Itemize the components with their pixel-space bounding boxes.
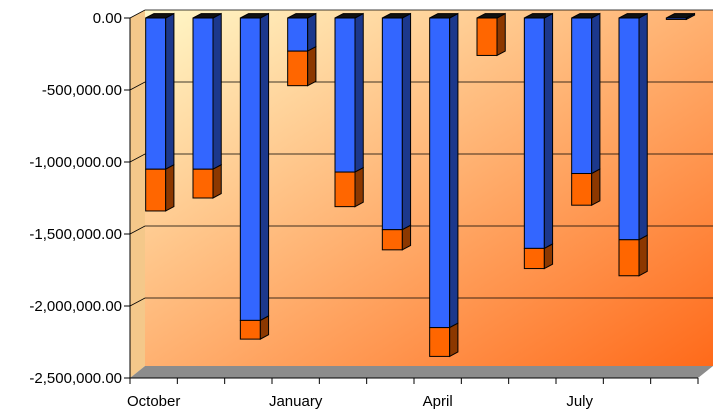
x-tick-label: October xyxy=(127,393,180,410)
bar-series-2-front xyxy=(381,229,403,251)
bar-series-1-side xyxy=(401,12,412,231)
bar-series-1-front xyxy=(618,17,640,241)
bar-series-1-side xyxy=(212,12,222,171)
bar-series-2 xyxy=(239,315,270,340)
bar-series-1 xyxy=(429,12,459,329)
bar-top-cap xyxy=(571,13,601,19)
bar-series-2-front xyxy=(618,239,640,277)
bar-series-1 xyxy=(192,12,222,171)
bar-series-2 xyxy=(429,322,459,358)
bar-top-cap xyxy=(524,13,553,19)
bar-series-1-front xyxy=(381,17,403,231)
bar-series-1 xyxy=(523,12,554,250)
bar-series-1-side xyxy=(259,12,270,322)
gridline xyxy=(129,153,713,163)
bar-series-1-side xyxy=(354,12,364,173)
x-tick-label: April xyxy=(423,393,453,410)
bar-series-2-front xyxy=(287,50,309,87)
y-tick-label: 0.00 xyxy=(93,10,122,27)
bar-series-2-front xyxy=(145,168,167,212)
bar-series-1-front xyxy=(287,17,309,52)
y-tick-label: -1,500,000.00 xyxy=(29,226,122,243)
bar-top-cap xyxy=(382,13,411,19)
bar-series-1-side xyxy=(165,12,175,171)
bar-series-2 xyxy=(523,243,554,270)
bar-series-1-front xyxy=(145,17,167,170)
bar-series-1-side xyxy=(543,12,554,250)
y-tick-label: -2,000,000.00 xyxy=(29,298,122,315)
bar-series-2-side xyxy=(165,163,175,212)
floor xyxy=(130,366,713,378)
bar-series-1-front xyxy=(334,17,356,173)
bar-series-2-front xyxy=(334,171,356,208)
bar-series-2 xyxy=(287,45,317,87)
bar-series-2-front xyxy=(523,247,545,270)
bar-series-1 xyxy=(334,12,364,173)
bar-series-2-side xyxy=(307,45,317,87)
side-wall xyxy=(130,10,145,378)
y-tick-label: -500,000.00 xyxy=(42,82,122,99)
gridline xyxy=(129,225,713,235)
back-wall xyxy=(145,10,713,366)
bar-series-2-front xyxy=(429,327,451,357)
bar-series-2 xyxy=(381,224,412,251)
bar-top-cap xyxy=(666,13,695,19)
bar-series-1-front xyxy=(429,17,451,329)
gridline xyxy=(129,9,713,19)
bar-top-cap xyxy=(145,13,175,19)
bar-series-1-side xyxy=(449,12,459,329)
bar-series-1-front xyxy=(239,17,261,321)
x-axis: October January April July xyxy=(127,378,699,410)
bar-series-2-side xyxy=(496,12,506,57)
bar-series-2-front xyxy=(571,173,593,206)
bar-top-cap xyxy=(287,13,317,19)
bars xyxy=(145,12,696,358)
bar-top-cap xyxy=(429,13,459,19)
bar-series-2-side xyxy=(591,168,601,207)
bar-series-2 xyxy=(571,168,601,207)
y-tick-label: -1,000,000.00 xyxy=(29,154,122,171)
bar-series-2-side xyxy=(259,315,270,340)
bar-series-2-side xyxy=(449,322,459,358)
bar-series-2-side xyxy=(212,163,222,199)
bar-top-cap xyxy=(192,13,222,19)
bar-series-1-front xyxy=(523,17,545,249)
bar-series-1-side xyxy=(307,12,317,52)
bar-top-cap xyxy=(240,13,269,19)
bar-series-1-side xyxy=(638,12,648,241)
y-tick-label: -2,500,000.00 xyxy=(29,370,122,387)
bar-series-1 xyxy=(145,12,175,171)
x-tick-label: January xyxy=(269,393,323,410)
bar-top-cap xyxy=(476,13,506,19)
bar-series-1 xyxy=(239,12,270,322)
bar-top-cap xyxy=(334,13,364,19)
bar-series-2-side xyxy=(638,234,648,277)
gridline xyxy=(129,297,713,307)
bar-series-1-side xyxy=(591,12,601,175)
bar-series-1-front xyxy=(192,17,214,170)
bar-series-2 xyxy=(334,166,364,208)
bar-series-1-front xyxy=(571,17,593,175)
bar-series-2-front xyxy=(239,319,261,340)
bar-series-2-side xyxy=(401,224,412,251)
bar-series-2 xyxy=(618,234,648,277)
y-axis: 0.00 -500,000.00 -1,000,000.00 -1,500,000.0… xyxy=(29,10,130,387)
bar-series-2-front xyxy=(476,17,498,56)
x-tick-label: July xyxy=(566,393,593,410)
bar-series-1 xyxy=(381,12,412,231)
bar-series-1 xyxy=(618,12,648,241)
bar-series-2-front xyxy=(192,168,214,199)
gridlines xyxy=(129,9,713,307)
bar-series-2 xyxy=(476,12,506,57)
bar-series-1 xyxy=(287,12,317,52)
bar-series-2-side xyxy=(354,166,364,208)
bar-series-2 xyxy=(192,163,222,199)
gridline xyxy=(129,81,713,91)
bar-top-cap xyxy=(618,13,648,19)
bar-series-2-side xyxy=(543,243,554,270)
bar-series-2 xyxy=(145,163,175,212)
bar-series-1 xyxy=(571,12,601,175)
